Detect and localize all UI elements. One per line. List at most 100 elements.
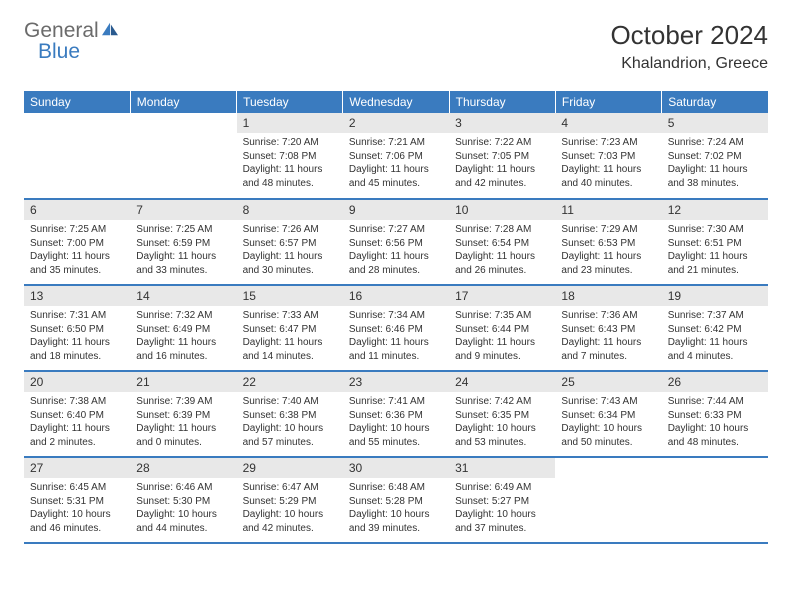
sunset-text: Sunset: 6:40 PM: [30, 409, 124, 423]
calendar-day-cell: 22Sunrise: 7:40 AMSunset: 6:38 PMDayligh…: [237, 371, 343, 457]
logo: GeneralBlue: [24, 20, 120, 62]
day-number: 17: [449, 286, 555, 306]
calendar-day-cell: 6Sunrise: 7:25 AMSunset: 7:00 PMDaylight…: [24, 199, 130, 285]
sunset-text: Sunset: 5:28 PM: [349, 495, 443, 509]
sunset-text: Sunset: 6:50 PM: [30, 323, 124, 337]
calendar-week-row: 6Sunrise: 7:25 AMSunset: 7:00 PMDaylight…: [24, 199, 768, 285]
sunset-text: Sunset: 7:02 PM: [668, 150, 762, 164]
sunrise-text: Sunrise: 6:47 AM: [243, 481, 337, 495]
sunset-text: Sunset: 6:43 PM: [561, 323, 655, 337]
calendar-day-cell: 12Sunrise: 7:30 AMSunset: 6:51 PMDayligh…: [662, 199, 768, 285]
calendar-week-row: 1Sunrise: 7:20 AMSunset: 7:08 PMDaylight…: [24, 113, 768, 199]
sunset-text: Sunset: 5:27 PM: [455, 495, 549, 509]
daylight-text: Daylight: 11 hours and 28 minutes.: [349, 250, 443, 277]
day-number: 12: [662, 200, 768, 220]
sunrise-text: Sunrise: 7:40 AM: [243, 395, 337, 409]
calendar-day-cell: 4Sunrise: 7:23 AMSunset: 7:03 PMDaylight…: [555, 113, 661, 199]
day-content: Sunrise: 6:47 AMSunset: 5:29 PMDaylight:…: [237, 478, 343, 538]
day-content: Sunrise: 7:34 AMSunset: 6:46 PMDaylight:…: [343, 306, 449, 366]
day-number: 19: [662, 286, 768, 306]
day-number: 31: [449, 458, 555, 478]
calendar-day-cell: 13Sunrise: 7:31 AMSunset: 6:50 PMDayligh…: [24, 285, 130, 371]
calendar-day-cell: 28Sunrise: 6:46 AMSunset: 5:30 PMDayligh…: [130, 457, 236, 543]
day-number: 3: [449, 113, 555, 133]
sunset-text: Sunset: 6:44 PM: [455, 323, 549, 337]
day-content: Sunrise: 7:43 AMSunset: 6:34 PMDaylight:…: [555, 392, 661, 452]
day-number: 24: [449, 372, 555, 392]
sunset-text: Sunset: 7:06 PM: [349, 150, 443, 164]
calendar-day-cell: 7Sunrise: 7:25 AMSunset: 6:59 PMDaylight…: [130, 199, 236, 285]
page-header: GeneralBlue October 2024 Khalandrion, Gr…: [24, 20, 768, 73]
day-content: Sunrise: 6:45 AMSunset: 5:31 PMDaylight:…: [24, 478, 130, 538]
sunset-text: Sunset: 6:49 PM: [136, 323, 230, 337]
calendar-day-cell: 15Sunrise: 7:33 AMSunset: 6:47 PMDayligh…: [237, 285, 343, 371]
sunset-text: Sunset: 6:34 PM: [561, 409, 655, 423]
sunset-text: Sunset: 6:56 PM: [349, 237, 443, 251]
sunrise-text: Sunrise: 7:21 AM: [349, 136, 443, 150]
sunrise-text: Sunrise: 7:42 AM: [455, 395, 549, 409]
daylight-text: Daylight: 11 hours and 30 minutes.: [243, 250, 337, 277]
calendar-body: 1Sunrise: 7:20 AMSunset: 7:08 PMDaylight…: [24, 113, 768, 543]
calendar-day-cell: [130, 113, 236, 199]
daylight-text: Daylight: 10 hours and 46 minutes.: [30, 508, 124, 535]
daylight-text: Daylight: 11 hours and 42 minutes.: [455, 163, 549, 190]
day-number: 7: [130, 200, 236, 220]
day-number: 18: [555, 286, 661, 306]
day-content: Sunrise: 7:22 AMSunset: 7:05 PMDaylight:…: [449, 133, 555, 193]
sunset-text: Sunset: 5:29 PM: [243, 495, 337, 509]
day-number: 14: [130, 286, 236, 306]
sunrise-text: Sunrise: 7:29 AM: [561, 223, 655, 237]
day-content: Sunrise: 7:35 AMSunset: 6:44 PMDaylight:…: [449, 306, 555, 366]
sunrise-text: Sunrise: 7:39 AM: [136, 395, 230, 409]
daylight-text: Daylight: 11 hours and 0 minutes.: [136, 422, 230, 449]
day-number: 4: [555, 113, 661, 133]
day-number: 1: [237, 113, 343, 133]
day-number: 13: [24, 286, 130, 306]
daylight-text: Daylight: 11 hours and 9 minutes.: [455, 336, 549, 363]
sunrise-text: Sunrise: 7:26 AM: [243, 223, 337, 237]
calendar-day-cell: 24Sunrise: 7:42 AMSunset: 6:35 PMDayligh…: [449, 371, 555, 457]
daylight-text: Daylight: 11 hours and 21 minutes.: [668, 250, 762, 277]
calendar-day-cell: 18Sunrise: 7:36 AMSunset: 6:43 PMDayligh…: [555, 285, 661, 371]
sunrise-text: Sunrise: 6:46 AM: [136, 481, 230, 495]
day-content: Sunrise: 6:48 AMSunset: 5:28 PMDaylight:…: [343, 478, 449, 538]
sunrise-text: Sunrise: 7:25 AM: [30, 223, 124, 237]
calendar-day-cell: 17Sunrise: 7:35 AMSunset: 6:44 PMDayligh…: [449, 285, 555, 371]
sunrise-text: Sunrise: 7:23 AM: [561, 136, 655, 150]
logo-text-blue: Blue: [38, 40, 80, 63]
calendar-day-cell: 11Sunrise: 7:29 AMSunset: 6:53 PMDayligh…: [555, 199, 661, 285]
daylight-text: Daylight: 10 hours and 57 minutes.: [243, 422, 337, 449]
day-number: 27: [24, 458, 130, 478]
day-number: 28: [130, 458, 236, 478]
day-number: 21: [130, 372, 236, 392]
daylight-text: Daylight: 10 hours and 37 minutes.: [455, 508, 549, 535]
sunrise-text: Sunrise: 7:34 AM: [349, 309, 443, 323]
calendar-day-cell: [555, 457, 661, 543]
day-content: Sunrise: 7:40 AMSunset: 6:38 PMDaylight:…: [237, 392, 343, 452]
daylight-text: Daylight: 11 hours and 48 minutes.: [243, 163, 337, 190]
day-number: 8: [237, 200, 343, 220]
day-content: Sunrise: 7:28 AMSunset: 6:54 PMDaylight:…: [449, 220, 555, 280]
calendar-page: GeneralBlue October 2024 Khalandrion, Gr…: [0, 0, 792, 564]
weekday-header: Thursday: [449, 91, 555, 113]
daylight-text: Daylight: 11 hours and 33 minutes.: [136, 250, 230, 277]
calendar-day-cell: 31Sunrise: 6:49 AMSunset: 5:27 PMDayligh…: [449, 457, 555, 543]
day-content: Sunrise: 7:20 AMSunset: 7:08 PMDaylight:…: [237, 133, 343, 193]
day-content: Sunrise: 7:25 AMSunset: 7:00 PMDaylight:…: [24, 220, 130, 280]
sunrise-text: Sunrise: 7:22 AM: [455, 136, 549, 150]
day-content: Sunrise: 7:41 AMSunset: 6:36 PMDaylight:…: [343, 392, 449, 452]
weekday-header-row: SundayMondayTuesdayWednesdayThursdayFrid…: [24, 91, 768, 113]
calendar-day-cell: 9Sunrise: 7:27 AMSunset: 6:56 PMDaylight…: [343, 199, 449, 285]
sunset-text: Sunset: 6:53 PM: [561, 237, 655, 251]
day-content: Sunrise: 7:32 AMSunset: 6:49 PMDaylight:…: [130, 306, 236, 366]
logo-sail-icon: [100, 21, 120, 41]
day-content: Sunrise: 7:37 AMSunset: 6:42 PMDaylight:…: [662, 306, 768, 366]
day-content: Sunrise: 7:33 AMSunset: 6:47 PMDaylight:…: [237, 306, 343, 366]
calendar-day-cell: 29Sunrise: 6:47 AMSunset: 5:29 PMDayligh…: [237, 457, 343, 543]
sunset-text: Sunset: 6:59 PM: [136, 237, 230, 251]
day-content: Sunrise: 7:30 AMSunset: 6:51 PMDaylight:…: [662, 220, 768, 280]
day-number: 25: [555, 372, 661, 392]
daylight-text: Daylight: 11 hours and 45 minutes.: [349, 163, 443, 190]
daylight-text: Daylight: 11 hours and 2 minutes.: [30, 422, 124, 449]
calendar-day-cell: 20Sunrise: 7:38 AMSunset: 6:40 PMDayligh…: [24, 371, 130, 457]
